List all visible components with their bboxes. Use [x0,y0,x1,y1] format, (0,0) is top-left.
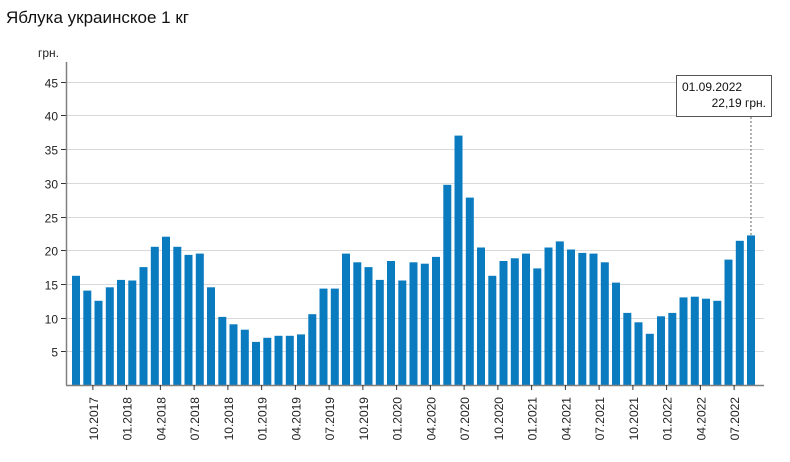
chart-title: Яблука украинское 1 кг [6,8,189,27]
bar [623,312,632,385]
bar [94,300,103,386]
bar [398,280,407,385]
bar [724,259,733,385]
y-axis-unit: грн. [38,46,60,60]
bar [252,341,260,385]
bar [72,275,80,385]
bar [83,290,92,385]
y-tick-label: 10 [45,313,59,327]
y-tick-label: 35 [45,144,59,158]
y-tick-label: 30 [45,178,59,192]
x-tick-label: 10.2017 [87,397,101,441]
x-tick-label: 01.2021 [526,397,540,441]
bar [634,322,643,385]
y-tick-label: 5 [51,346,58,360]
bar [285,335,294,385]
y-tick-label: 15 [45,279,59,293]
bar [432,256,440,385]
bar [117,279,125,385]
bar [128,280,137,385]
bar [420,263,429,385]
x-tick-label: 10.2018 [222,397,236,441]
bar [240,329,249,385]
tooltip-value: 22,19 грн. [711,96,766,110]
bar [375,279,384,385]
x-tick-label: 04.2019 [289,397,303,441]
x-tick-label: 07.2022 [728,397,742,441]
bar [454,135,463,385]
x-tick-label: 07.2020 [458,397,472,441]
bar [713,300,722,386]
x-tick-label: 04.2021 [559,397,573,441]
bar [297,334,305,385]
bar [150,246,159,385]
bar [600,262,609,385]
bar [105,287,114,385]
bar [747,235,755,385]
bar [488,275,497,385]
y-tick-label: 20 [45,245,59,259]
bar [522,253,530,385]
bar [342,253,350,385]
bar [533,268,542,385]
bar [735,240,744,385]
bar [578,252,587,385]
x-tick-label: 07.2021 [593,397,607,441]
x-tick-label: 04.2018 [154,397,168,441]
bar [229,324,238,385]
bar [612,282,620,385]
bar [387,261,395,385]
bar [195,253,204,385]
y-tick-label: 40 [45,110,59,124]
bar [679,297,688,385]
bar [465,197,474,385]
bar [263,337,272,385]
bar [544,247,553,385]
bar [353,262,362,385]
bar [274,335,283,385]
x-tick-label: 10.2021 [627,397,641,441]
bar [690,296,699,385]
x-tick-label: 04.2020 [424,397,438,441]
bar [218,316,227,385]
bar [319,288,328,385]
bar [589,253,598,385]
bar [184,254,193,385]
bar [173,246,182,385]
y-tick-label: 25 [45,212,59,226]
x-tick-label: 01.2018 [121,397,135,441]
x-tick-label: 10.2020 [492,397,506,441]
bar [510,258,519,385]
bar [162,236,170,385]
bar [364,267,373,385]
x-tick-label: 07.2018 [188,397,202,441]
bar [443,184,452,385]
x-tick-label: 07.2019 [323,397,337,441]
x-tick-label: 01.2022 [661,397,675,441]
y-tick-label: 45 [45,77,59,91]
x-tick-label: 04.2022 [694,397,708,441]
bar [657,316,665,385]
bar [555,241,564,385]
bar [409,262,418,385]
bar [308,314,317,385]
x-tick-label: 10.2019 [357,397,371,441]
bar [702,298,710,385]
bar [207,287,215,385]
x-tick-label: 01.2019 [256,397,270,441]
bar [330,288,339,385]
data-tooltip: 01.09.2022 22,19 грн. [676,75,772,117]
bar [139,267,148,385]
bar [567,249,575,385]
bar [668,312,677,385]
bar [645,333,654,385]
bar [499,261,508,385]
bar [477,247,485,385]
tooltip-date: 01.09.2022 [682,80,743,94]
x-tick-label: 01.2020 [391,397,405,441]
